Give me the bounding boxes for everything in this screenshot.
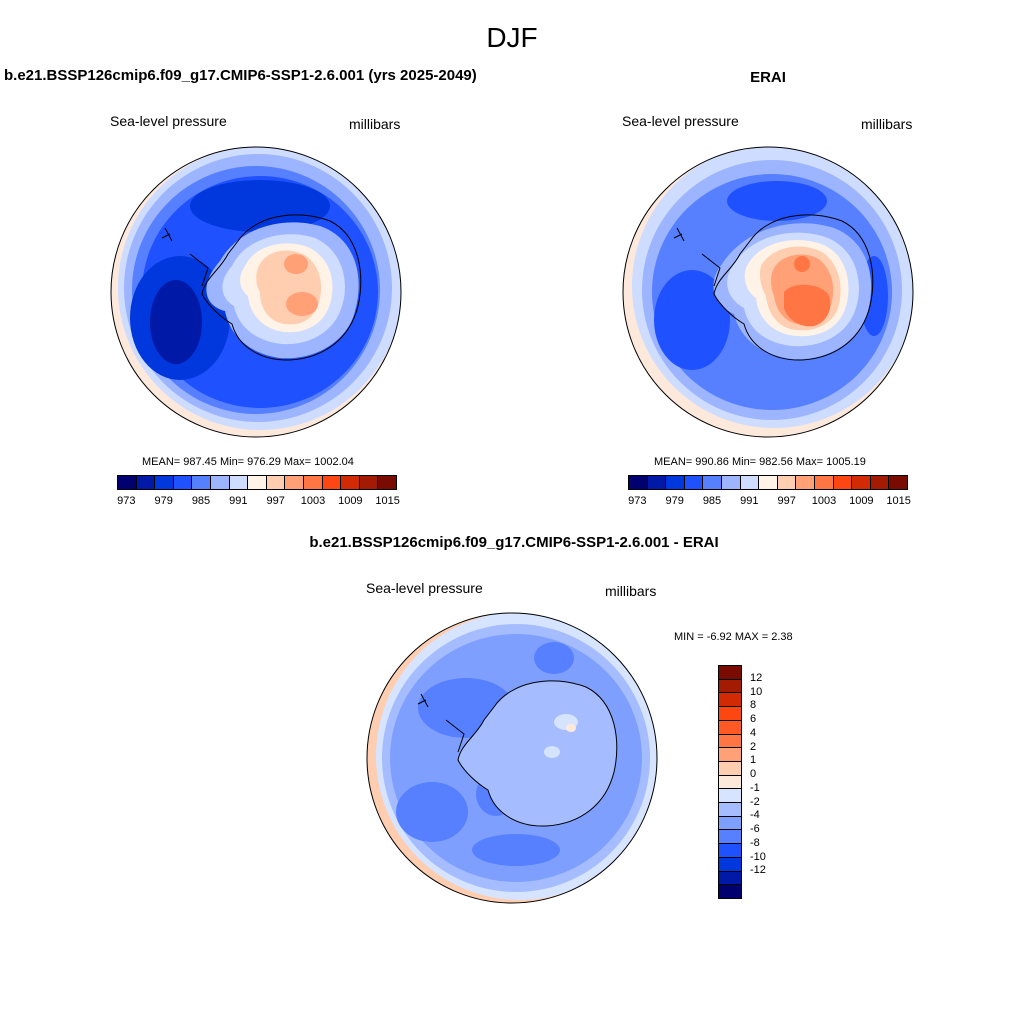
panel-3-colorbar-tick-label: -12 bbox=[750, 864, 766, 877]
panel-3-colorbar-swatch bbox=[719, 666, 741, 680]
panel-3-stats: MIN = -6.92 MAX = 2.38 bbox=[674, 631, 793, 643]
panel-2-colorbar-tick-label: 1009 bbox=[849, 495, 874, 507]
panel-2-variable-label: Sea-level pressure bbox=[622, 113, 739, 129]
panel-1-units-label: millibars bbox=[349, 116, 401, 132]
panel-2-units-label: millibars bbox=[861, 116, 913, 132]
panel-3-colorbar-swatch bbox=[719, 857, 741, 872]
panel-2-colorbar-tick-label: 991 bbox=[740, 495, 759, 507]
panel-3-colorbar-tick-label: -4 bbox=[750, 809, 760, 822]
panel-2-stats: MEAN= 990.86 Min= 982.56 Max= 1005.19 bbox=[654, 456, 866, 468]
panel-3-colorbar-swatch bbox=[719, 830, 741, 845]
panel-2-colorbar-swatch bbox=[852, 476, 871, 489]
panel-3-colorbar-swatch bbox=[719, 748, 741, 762]
panel-1-stats: MEAN= 987.45 Min= 976.29 Max= 1002.04 bbox=[142, 456, 354, 468]
panel-2-colorbar-swatch bbox=[777, 476, 797, 489]
panel-3-colorbar-swatch bbox=[719, 693, 741, 708]
panel-2-colorbar-swatch bbox=[647, 476, 667, 489]
panel-3-colorbar-swatch bbox=[719, 761, 741, 776]
panel-2-colorbar-swatch bbox=[684, 476, 704, 489]
panel-2-colorbar-swatch bbox=[703, 476, 722, 489]
panel-2-colorbar-tick-label: 1015 bbox=[886, 495, 911, 507]
panel-2-colorbar-swatch bbox=[629, 476, 648, 489]
panel-1-colorbar-swatch bbox=[359, 476, 379, 489]
panel-3-colorbar-tick-label: 6 bbox=[750, 713, 757, 726]
panel-3-title: b.e21.BSSP126cmip6.f09_g17.CMIP6-SSP1-2.… bbox=[309, 534, 719, 551]
panel-3-colorbar-swatch bbox=[719, 707, 741, 721]
panel-2-polar-map bbox=[622, 146, 914, 438]
panel-2-colorbar-tick-label: 973 bbox=[628, 495, 647, 507]
panel-3-colorbar-tick-label: 0 bbox=[750, 768, 757, 781]
panel-3-colorbar bbox=[718, 665, 742, 899]
panel-3-colorbar-swatch bbox=[719, 775, 741, 790]
panel-1-colorbar-swatch bbox=[248, 476, 267, 489]
panel-3-colorbar-swatch bbox=[719, 871, 741, 886]
panel-3-colorbar-swatch bbox=[719, 789, 741, 804]
panel-1-polar-map bbox=[110, 146, 402, 438]
panel-2-colorbar-swatch bbox=[796, 476, 815, 489]
panel-1-colorbar-swatch bbox=[173, 476, 193, 489]
panel-1-colorbar-tick-label: 1009 bbox=[338, 495, 363, 507]
panel-3-colorbar-tick-label: -2 bbox=[750, 795, 760, 808]
season-title: DJF bbox=[486, 22, 538, 53]
panel-3-colorbar-tick-label: -10 bbox=[750, 850, 766, 863]
panel-3-colorbar-tick-label: 4 bbox=[750, 726, 757, 739]
panel-3-colorbar-tick-label: 12 bbox=[750, 671, 763, 684]
panel-1-colorbar bbox=[117, 475, 397, 490]
panel-3-colorbar-swatch bbox=[719, 816, 741, 831]
panel-1-colorbar-swatch bbox=[229, 476, 249, 489]
panel-2-colorbar-tick-label: 1003 bbox=[811, 495, 837, 507]
panel-2-colorbar-swatch bbox=[666, 476, 685, 489]
panel-3-colorbar-tick-label: -1 bbox=[750, 781, 760, 794]
panel-1-colorbar-tick-label: 1015 bbox=[375, 495, 400, 507]
panel-2-colorbar-swatch bbox=[740, 476, 760, 489]
panel-1-variable-label: Sea-level pressure bbox=[110, 113, 227, 129]
panel-1-colorbar-tick-label: 985 bbox=[191, 495, 211, 507]
panel-3-colorbar-tick-label: 1 bbox=[750, 754, 757, 767]
panel-3-colorbar-tick-label: 2 bbox=[750, 740, 757, 753]
panel-2-colorbar-tick-label: 997 bbox=[777, 495, 796, 507]
panel-1-colorbar-swatch bbox=[322, 476, 342, 489]
panel-2-colorbar-swatch bbox=[833, 476, 853, 489]
panel-1-colorbar-tick-label: 1003 bbox=[300, 495, 326, 507]
panel-1-colorbar-swatch bbox=[118, 476, 137, 489]
panel-3-colorbar-swatch bbox=[719, 720, 741, 735]
panel-1-colorbar-swatch bbox=[341, 476, 360, 489]
panel-3-colorbar-tick-label: 10 bbox=[750, 685, 763, 698]
panel-3-colorbar-tick-label: 8 bbox=[750, 699, 757, 712]
panel-3-colorbar-tick-label: -8 bbox=[750, 836, 760, 849]
panel-2-colorbar-swatch bbox=[721, 476, 741, 489]
panel-1-colorbar-tick-label: 979 bbox=[154, 495, 173, 507]
panel-3-colorbar-swatch bbox=[719, 844, 741, 858]
panel-1-colorbar-swatch bbox=[303, 476, 323, 489]
panel-2-title: ERAI bbox=[750, 69, 786, 86]
panel-1-colorbar-swatch bbox=[210, 476, 230, 489]
panel-1-colorbar-swatch bbox=[155, 476, 174, 489]
panel-2-colorbar-swatch bbox=[814, 476, 834, 489]
panel-1-colorbar-swatch bbox=[192, 476, 211, 489]
panel-2-colorbar-swatch bbox=[759, 476, 778, 489]
panel-2-colorbar-swatch bbox=[889, 476, 907, 489]
panel-2-colorbar-swatch bbox=[870, 476, 890, 489]
panel-1-colorbar-swatch bbox=[266, 476, 286, 489]
panel-3-colorbar-swatch bbox=[719, 803, 741, 817]
panel-3-colorbar-swatch bbox=[719, 885, 741, 898]
panel-3-polar-map bbox=[366, 612, 658, 904]
panel-3-units-label: millibars bbox=[605, 583, 657, 599]
panel-3-colorbar-tick-label: -6 bbox=[750, 823, 760, 836]
panel-3-colorbar-swatch bbox=[719, 679, 741, 694]
panel-1-colorbar-tick-label: 973 bbox=[117, 495, 136, 507]
panel-1-title: b.e21.BSSP126cmip6.f09_g17.CMIP6-SSP1-2.… bbox=[4, 67, 477, 84]
panel-2-colorbar bbox=[628, 475, 908, 490]
panel-1-colorbar-tick-label: 991 bbox=[229, 495, 248, 507]
panel-1-colorbar-tick-label: 997 bbox=[266, 495, 285, 507]
panel-1-colorbar-swatch bbox=[285, 476, 304, 489]
panel-1-colorbar-swatch bbox=[378, 476, 396, 489]
panel-3-variable-label: Sea-level pressure bbox=[366, 580, 483, 596]
panel-1-colorbar-swatch bbox=[136, 476, 156, 489]
panel-2-colorbar-tick-label: 985 bbox=[702, 495, 722, 507]
panel-2-colorbar-tick-label: 979 bbox=[665, 495, 684, 507]
panel-3-colorbar-swatch bbox=[719, 734, 741, 749]
